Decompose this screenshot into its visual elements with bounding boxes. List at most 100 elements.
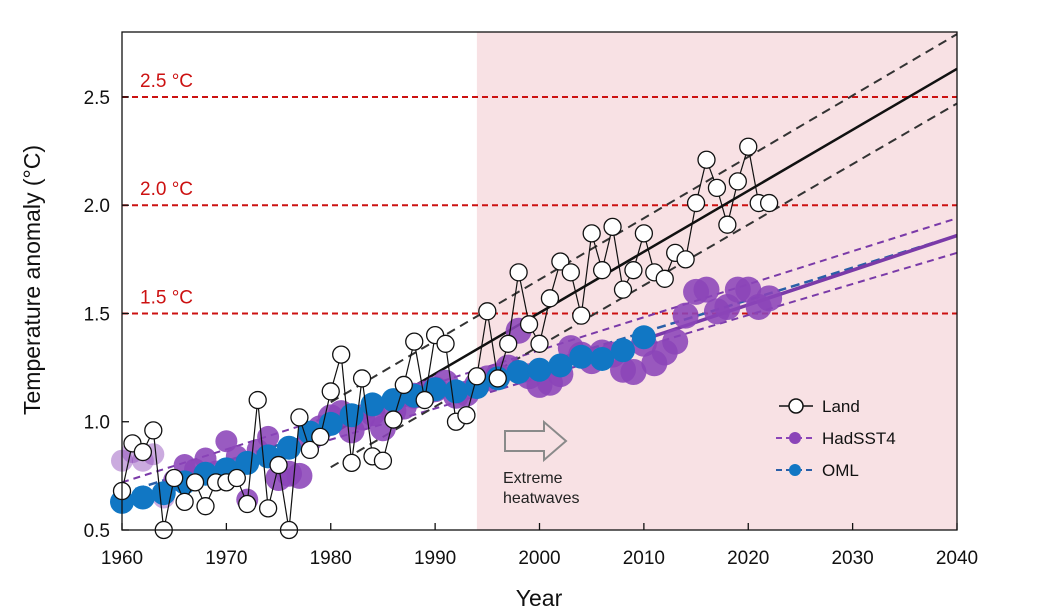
x-tick-label: 2030: [831, 548, 873, 569]
land-point: [707, 178, 727, 198]
land-point: [519, 315, 539, 334]
y-tick-label: 1.0: [84, 413, 110, 434]
land-point: [436, 334, 455, 353]
threshold-lines: 1.5 °C 2.0 °C 2.5 °C: [122, 71, 957, 315]
x-tick-label: 1990: [414, 548, 456, 569]
x-tick-label: 2000: [518, 548, 560, 569]
land-point: [540, 289, 560, 308]
threshold-label: 2.0 °C: [140, 179, 193, 200]
hadsst4-point: [672, 302, 699, 329]
land-point: [676, 250, 695, 269]
land-point: [728, 172, 747, 191]
oml-point: [569, 344, 594, 369]
land-point: [311, 427, 330, 447]
x-tick-label: 2040: [936, 548, 978, 569]
y-tick-label: 0.5: [84, 521, 110, 542]
oml-point: [277, 435, 301, 460]
legend-oml-marker: [789, 464, 801, 476]
legend-land-marker: [788, 398, 804, 414]
land-point: [227, 468, 246, 488]
oml-point: [130, 485, 155, 510]
x-tick-label: 1970: [205, 548, 247, 569]
land-point: [572, 306, 591, 325]
hadsst4-point: [620, 358, 647, 385]
land-point: [582, 224, 601, 243]
land-point: [697, 150, 716, 169]
oml-point: [444, 379, 468, 404]
annotation-line-2: heatwaves: [503, 490, 580, 507]
land-point: [258, 499, 278, 518]
land-point: [248, 390, 267, 410]
land-point: [488, 369, 507, 388]
y-tick-label: 2.0: [84, 196, 110, 217]
hadsst4-point: [756, 285, 783, 312]
land-point: [269, 455, 288, 475]
land-point: [384, 410, 403, 429]
x-tick-label: 1980: [310, 548, 352, 569]
land-point: [613, 280, 633, 299]
oml-point: [381, 388, 406, 413]
land-point: [467, 367, 487, 386]
land-point: [624, 261, 643, 280]
threshold-label: 2.5 °C: [140, 71, 193, 92]
land-point: [394, 375, 413, 395]
legend-oml-label: OML: [822, 461, 859, 480]
x-tick-label: 1960: [101, 548, 143, 569]
land-point: [759, 193, 779, 213]
land-point: [342, 453, 361, 473]
land-point: [405, 332, 424, 351]
land-point: [196, 497, 215, 516]
annotation-line-1: Extreme: [503, 470, 563, 487]
land-point: [415, 390, 434, 410]
land-point: [499, 334, 518, 353]
land-point: [561, 263, 580, 282]
land-point: [592, 261, 612, 280]
threshold-label: 1.5 °C: [140, 287, 193, 308]
land-point: [509, 263, 528, 282]
oml-point: [631, 325, 656, 350]
oml-point: [339, 403, 364, 428]
land-point: [352, 369, 372, 388]
x-axis-title: Year: [516, 585, 563, 610]
oml-point: [506, 359, 531, 384]
right-arrow-icon: [504, 419, 568, 463]
land-point: [718, 215, 737, 234]
hadsst4-point: [257, 425, 280, 448]
hadsst4-point: [662, 328, 689, 355]
oml-point: [527, 357, 552, 382]
land-point: [332, 345, 351, 364]
oml-point: [235, 450, 260, 475]
land-point: [300, 440, 320, 460]
oml-point: [611, 338, 635, 363]
legend-land-label: Land: [822, 397, 860, 416]
legend-hadsst4-marker: [789, 432, 801, 444]
land-point: [603, 217, 622, 237]
legend-hadsst4-label: HadSST4: [822, 429, 896, 448]
land-point: [175, 492, 194, 512]
axes: 1960 1970 1980 1990 2000 2010 2020 2030 2040 0.5 1…: [84, 88, 979, 569]
oml-point: [548, 353, 573, 378]
trend-line: [330, 67, 958, 436]
hadsst4-point: [693, 276, 720, 303]
oml-point: [590, 346, 615, 371]
annotation: Extreme heatwaves: [503, 419, 580, 507]
hadsst4-point: [286, 462, 313, 489]
land-point: [144, 421, 163, 440]
trend-line: [330, 102, 958, 469]
land-point: [373, 451, 393, 470]
land-point: [165, 468, 184, 488]
land-point: [634, 224, 654, 243]
y-axis-title: Temperature anomaly (°C): [19, 145, 45, 415]
land-point: [321, 382, 340, 401]
land-point: [238, 494, 257, 514]
x-tick-label: 2020: [727, 548, 769, 569]
x-tick-label: 2010: [623, 548, 665, 569]
land-point: [686, 193, 706, 213]
land-point: [290, 408, 309, 427]
land-point: [185, 473, 205, 492]
land-point: [478, 302, 497, 321]
land-point: [133, 442, 153, 462]
land-point: [457, 406, 476, 425]
land-point: [655, 269, 674, 288]
land-point: [530, 334, 549, 353]
